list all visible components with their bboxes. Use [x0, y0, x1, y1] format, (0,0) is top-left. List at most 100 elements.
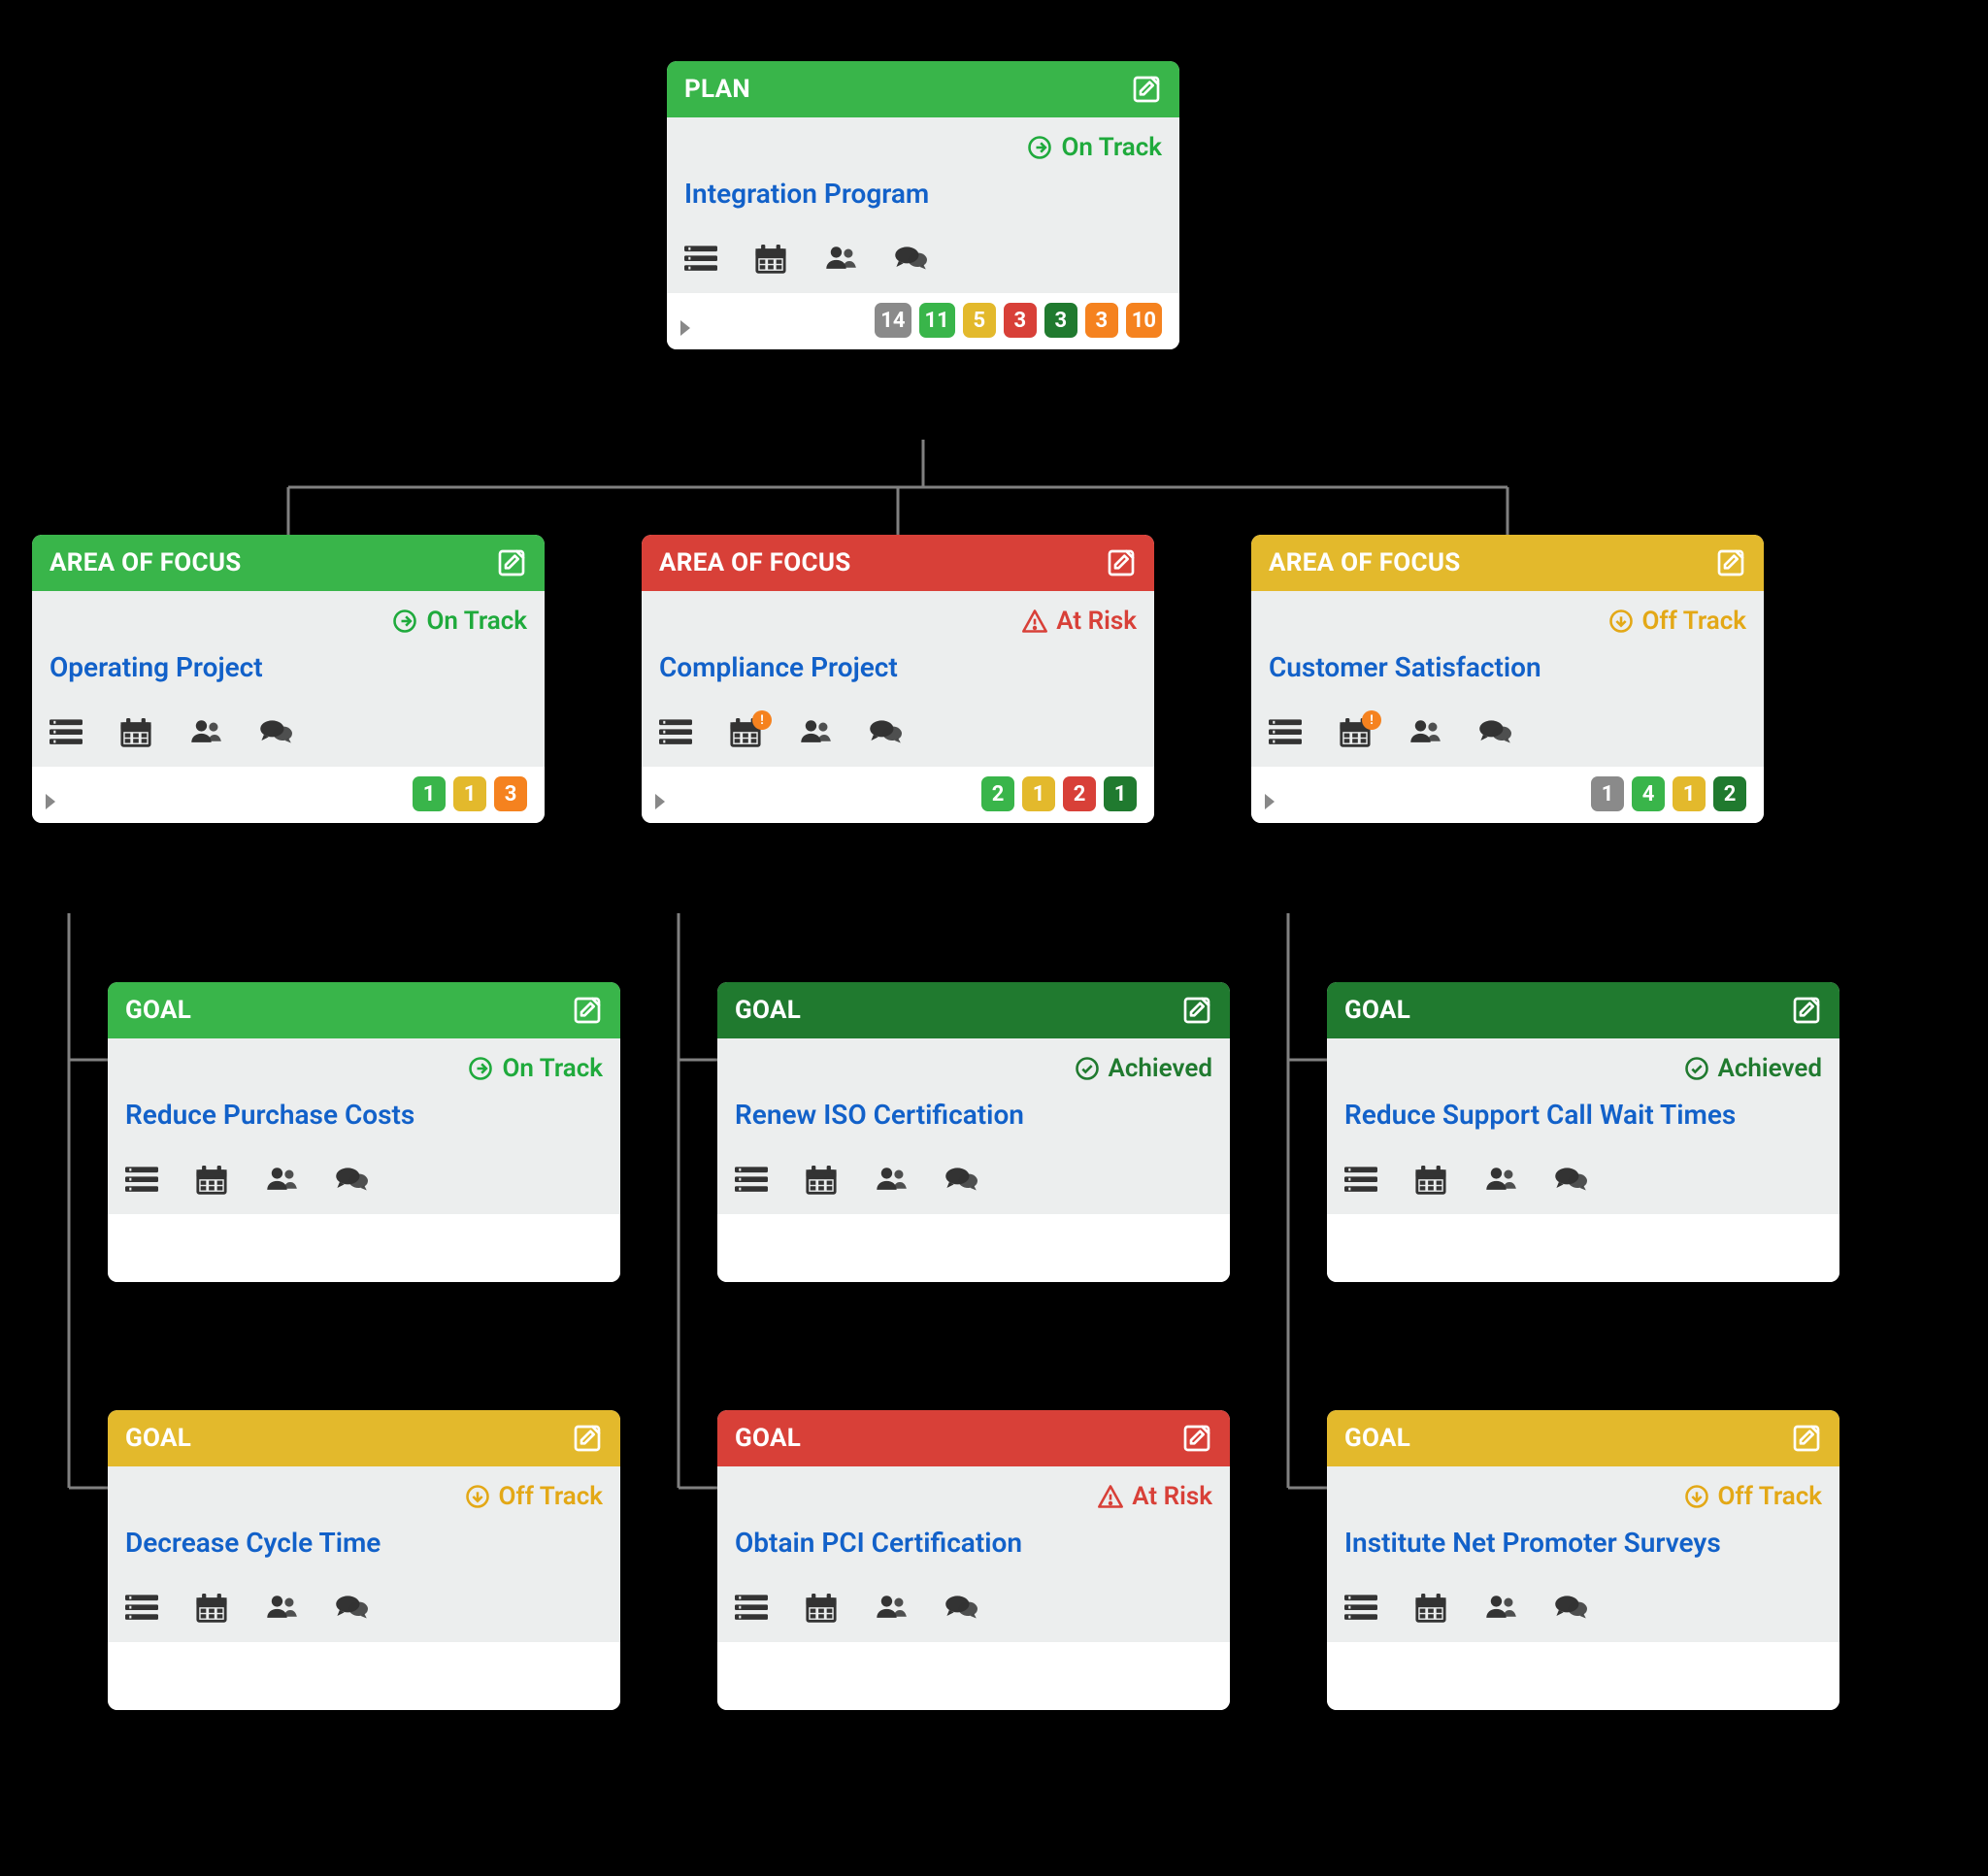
edit-icon[interactable]: [496, 547, 527, 578]
card-title-link[interactable]: Decrease Cycle Time: [125, 1517, 603, 1588]
area-card: AREA OF FOCUS On TrackOperating Project 11…: [32, 535, 545, 823]
count-badge[interactable]: 2: [1713, 776, 1746, 811]
edit-icon[interactable]: [1715, 547, 1746, 578]
chat-icon[interactable]: [869, 718, 902, 747]
users-icon[interactable]: [189, 718, 222, 747]
card-type-label: AREA OF FOCUS: [659, 548, 851, 577]
card-header: GOAL: [108, 1410, 620, 1466]
users-icon[interactable]: [1484, 1594, 1517, 1623]
card-title-link[interactable]: Renew ISO Certification: [735, 1089, 1212, 1160]
calendar-icon[interactable]: [1414, 1594, 1447, 1623]
users-icon[interactable]: [265, 1594, 298, 1623]
count-badge[interactable]: 1: [1104, 776, 1137, 811]
count-badge[interactable]: 1: [1673, 776, 1706, 811]
card-title-link[interactable]: Reduce Support Call Wait Times: [1344, 1089, 1822, 1160]
count-badge[interactable]: 3: [1044, 303, 1077, 338]
list-icon[interactable]: [684, 245, 717, 274]
list-icon[interactable]: [659, 718, 692, 747]
count-badge[interactable]: 1: [413, 776, 446, 811]
count-badge[interactable]: 2: [1063, 776, 1096, 811]
card-title-link[interactable]: Integration Program: [684, 168, 1162, 239]
calendar-icon[interactable]: [195, 1166, 228, 1195]
card-title-link[interactable]: Obtain PCI Certification: [735, 1517, 1212, 1588]
card-footer: [717, 1642, 1230, 1710]
list-icon[interactable]: [735, 1594, 768, 1623]
count-badge[interactable]: 10: [1126, 303, 1162, 338]
chat-icon[interactable]: [335, 1594, 368, 1623]
edit-icon[interactable]: [572, 1423, 603, 1454]
card-title-link[interactable]: Reduce Purchase Costs: [125, 1089, 603, 1160]
card-title-link[interactable]: Customer Satisfaction: [1269, 642, 1746, 712]
calendar-icon[interactable]: !: [729, 718, 762, 747]
count-badge[interactable]: 3: [494, 776, 527, 811]
chat-icon[interactable]: [1478, 718, 1511, 747]
area-card: AREA OF FOCUS At RiskCompliance Project! 2…: [642, 535, 1154, 823]
chat-icon[interactable]: [894, 245, 927, 274]
users-icon[interactable]: [875, 1594, 908, 1623]
chat-icon[interactable]: [1554, 1594, 1587, 1623]
card-type-label: GOAL: [125, 996, 191, 1025]
expand-caret-icon[interactable]: [680, 320, 690, 336]
count-badge[interactable]: 4: [1632, 776, 1665, 811]
status-indicator: On Track: [684, 125, 1162, 168]
count-badge[interactable]: 1: [453, 776, 486, 811]
card-type-label: AREA OF FOCUS: [50, 548, 242, 577]
list-icon[interactable]: [125, 1594, 158, 1623]
users-icon[interactable]: [799, 718, 832, 747]
count-badge[interactable]: 1: [1022, 776, 1055, 811]
count-badge[interactable]: 2: [981, 776, 1014, 811]
edit-icon[interactable]: [1181, 995, 1212, 1026]
list-icon[interactable]: [1269, 718, 1302, 747]
card-type-label: GOAL: [735, 996, 801, 1025]
list-icon[interactable]: [125, 1166, 158, 1195]
calendar-icon[interactable]: [754, 245, 787, 274]
list-icon[interactable]: [1344, 1166, 1377, 1195]
card-title-link[interactable]: Compliance Project: [659, 642, 1137, 712]
count-badge[interactable]: 3: [1085, 303, 1118, 338]
calendar-icon[interactable]: [119, 718, 152, 747]
count-badge[interactable]: 11: [919, 303, 955, 338]
card-title-link[interactable]: Operating Project: [50, 642, 527, 712]
edit-icon[interactable]: [1791, 1423, 1822, 1454]
list-icon[interactable]: [1344, 1594, 1377, 1623]
edit-icon[interactable]: [572, 995, 603, 1026]
count-badge[interactable]: 1: [1591, 776, 1624, 811]
status-text: Off Track: [1718, 1482, 1823, 1511]
calendar-icon[interactable]: [195, 1594, 228, 1623]
calendar-icon[interactable]: [805, 1594, 838, 1623]
status-indicator: On Track: [50, 599, 527, 642]
expand-caret-icon[interactable]: [46, 794, 55, 809]
count-badge[interactable]: 14: [875, 303, 911, 338]
chat-icon[interactable]: [259, 718, 292, 747]
card-title-link[interactable]: Institute Net Promoter Surveys: [1344, 1517, 1822, 1588]
calendar-icon[interactable]: [805, 1166, 838, 1195]
users-icon[interactable]: [1408, 718, 1441, 747]
chat-icon[interactable]: [944, 1166, 977, 1195]
card-footer: [1327, 1642, 1839, 1710]
chat-icon[interactable]: [335, 1166, 368, 1195]
count-badge[interactable]: 5: [963, 303, 996, 338]
users-icon[interactable]: [1484, 1166, 1517, 1195]
card-header: GOAL: [108, 982, 620, 1038]
count-badge[interactable]: 3: [1004, 303, 1037, 338]
calendar-icon[interactable]: [1414, 1166, 1447, 1195]
list-icon[interactable]: [50, 718, 83, 747]
status-indicator: On Track: [125, 1046, 603, 1089]
calendar-icon[interactable]: !: [1339, 718, 1372, 747]
list-icon[interactable]: [735, 1166, 768, 1195]
edit-icon[interactable]: [1131, 74, 1162, 105]
expand-caret-icon[interactable]: [655, 794, 665, 809]
card-body: At RiskCompliance Project!: [642, 591, 1154, 767]
expand-caret-icon[interactable]: [1265, 794, 1275, 809]
chat-icon[interactable]: [1554, 1166, 1587, 1195]
goal-card: GOALAchievedRenew ISO Certification: [717, 982, 1230, 1282]
edit-icon[interactable]: [1106, 547, 1137, 578]
chat-icon[interactable]: [944, 1594, 977, 1623]
users-icon[interactable]: [824, 245, 857, 274]
edit-icon[interactable]: [1181, 1423, 1212, 1454]
users-icon[interactable]: [875, 1166, 908, 1195]
edit-icon[interactable]: [1791, 995, 1822, 1026]
users-icon[interactable]: [265, 1166, 298, 1195]
card-footer: [108, 1642, 620, 1710]
card-body: On TrackReduce Purchase Costs: [108, 1038, 620, 1214]
